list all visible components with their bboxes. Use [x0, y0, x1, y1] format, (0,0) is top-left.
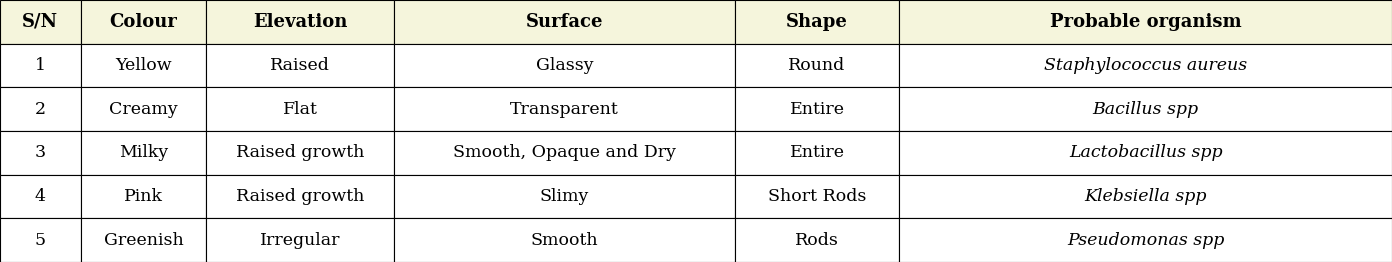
Bar	[735, 175, 899, 218]
Bar	[81, 87, 206, 131]
Bar	[899, 0, 1392, 44]
Text: Entire: Entire	[789, 101, 845, 118]
Text: S/N: S/N	[22, 13, 58, 31]
Text: Smooth: Smooth	[530, 232, 599, 249]
Bar	[735, 87, 899, 131]
Text: Pink: Pink	[124, 188, 163, 205]
Bar	[0, 218, 81, 262]
Bar	[206, 44, 394, 87]
Bar	[394, 131, 735, 175]
Bar	[394, 0, 735, 44]
Text: Round: Round	[788, 57, 846, 74]
Bar	[0, 87, 81, 131]
Text: 3: 3	[35, 144, 46, 161]
Text: Creamy: Creamy	[109, 101, 178, 118]
Bar	[735, 218, 899, 262]
Bar	[735, 0, 899, 44]
Bar	[206, 87, 394, 131]
Text: Lactobacillus spp: Lactobacillus spp	[1069, 144, 1222, 161]
Text: Short Rods: Short Rods	[768, 188, 866, 205]
Bar	[0, 131, 81, 175]
Text: Colour: Colour	[110, 13, 177, 31]
Bar	[735, 131, 899, 175]
Text: Elevation: Elevation	[253, 13, 347, 31]
Bar	[206, 131, 394, 175]
Bar	[394, 218, 735, 262]
Bar	[0, 44, 81, 87]
Text: Smooth, Opaque and Dry: Smooth, Opaque and Dry	[452, 144, 677, 161]
Text: Irregular: Irregular	[260, 232, 340, 249]
Text: Greenish: Greenish	[103, 232, 184, 249]
Text: Transparent: Transparent	[509, 101, 619, 118]
Bar	[81, 131, 206, 175]
Text: Raised: Raised	[270, 57, 330, 74]
Bar	[206, 218, 394, 262]
Text: Raised growth: Raised growth	[235, 188, 365, 205]
Bar	[394, 87, 735, 131]
Bar	[206, 0, 394, 44]
Text: Glassy: Glassy	[536, 57, 593, 74]
Text: Pseudomonas spp: Pseudomonas spp	[1066, 232, 1225, 249]
Bar	[0, 0, 81, 44]
Text: 4: 4	[35, 188, 46, 205]
Bar	[81, 0, 206, 44]
Bar	[899, 44, 1392, 87]
Text: Probable organism: Probable organism	[1050, 13, 1242, 31]
Bar	[899, 131, 1392, 175]
Text: Yellow: Yellow	[116, 57, 171, 74]
Bar	[394, 175, 735, 218]
Text: Raised growth: Raised growth	[235, 144, 365, 161]
Text: Surface: Surface	[526, 13, 603, 31]
Bar	[899, 87, 1392, 131]
Text: Staphylococcus aureus: Staphylococcus aureus	[1044, 57, 1247, 74]
Bar	[81, 218, 206, 262]
Bar	[81, 44, 206, 87]
Text: 2: 2	[35, 101, 46, 118]
Text: Entire: Entire	[789, 144, 845, 161]
Text: Milky: Milky	[118, 144, 168, 161]
Bar	[735, 44, 899, 87]
Bar	[81, 175, 206, 218]
Text: Bacillus spp: Bacillus spp	[1093, 101, 1199, 118]
Text: Flat: Flat	[283, 101, 317, 118]
Text: 1: 1	[35, 57, 46, 74]
Bar	[206, 175, 394, 218]
Text: Shape: Shape	[786, 13, 848, 31]
Text: Rods: Rods	[795, 232, 839, 249]
Bar	[394, 44, 735, 87]
Bar	[899, 218, 1392, 262]
Bar	[0, 175, 81, 218]
Bar	[899, 175, 1392, 218]
Text: Slimy: Slimy	[540, 188, 589, 205]
Text: 5: 5	[35, 232, 46, 249]
Text: Klebsiella spp: Klebsiella spp	[1084, 188, 1207, 205]
